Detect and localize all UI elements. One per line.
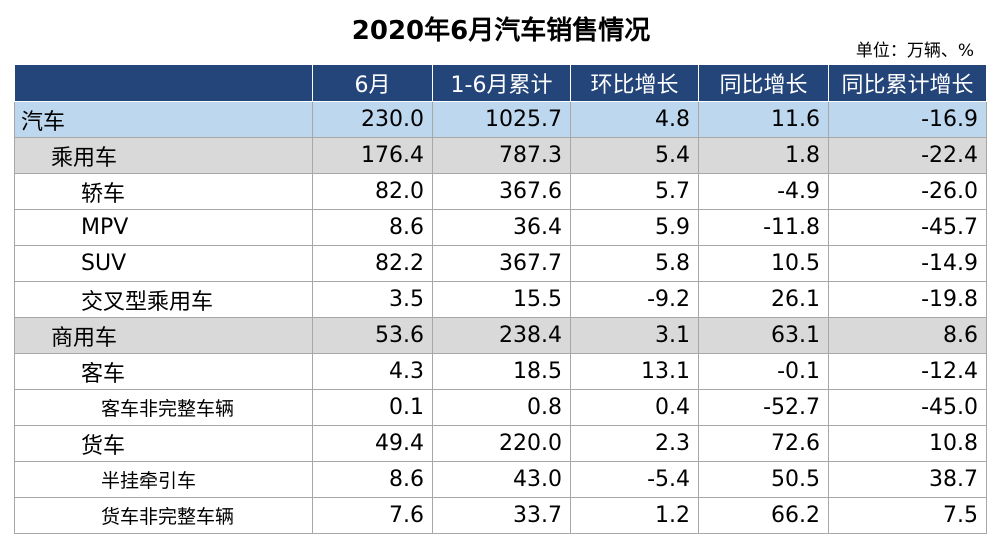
table-cell: 2.3 [570, 425, 699, 462]
row-label: 货车非完整车辆 [14, 497, 313, 534]
unit-note: 单位：万辆、% [855, 41, 974, 61]
table-cell: 7.6 [312, 497, 433, 534]
table-cell: -11.8 [698, 209, 829, 246]
table-cell: 53.6 [312, 317, 433, 354]
table-cell: 176.4 [312, 137, 433, 174]
table-cell: 238.4 [432, 317, 571, 354]
table-cell: -45.7 [828, 209, 987, 246]
table-cell: 38.7 [828, 461, 987, 498]
table-cell: -26.0 [828, 173, 987, 210]
header-cell-ytd: 1-6月累计 [432, 64, 571, 102]
table-cell: 0.1 [312, 389, 433, 426]
table-cell: 4.8 [570, 101, 699, 138]
table-cell: 8.6 [828, 317, 987, 354]
table-cell: 1.2 [570, 497, 699, 534]
table-cell: 0.8 [432, 389, 571, 426]
table-cell: 18.5 [432, 353, 571, 390]
table-row: SUV 82.2 367.7 5.8 10.5 -14.9 [14, 245, 987, 282]
table-cell: -0.1 [698, 353, 829, 390]
table-cell: 5.4 [570, 137, 699, 174]
table-cell: -16.9 [828, 101, 987, 138]
table-cell: 7.5 [828, 497, 987, 534]
table-cell: 63.1 [698, 317, 829, 354]
row-label: 轿车 [14, 173, 313, 210]
table-cell: -4.9 [698, 173, 829, 210]
table-cell: 13.1 [570, 353, 699, 390]
table-cell: -14.9 [828, 245, 987, 282]
row-label: 商用车 [14, 317, 313, 354]
header-cell-june: 6月 [312, 64, 433, 102]
row-label: 货车 [14, 425, 313, 462]
table-cell: -22.4 [828, 137, 987, 174]
table-header-row: 6月 1-6月累计 环比增长 同比增长 同比累计增长 [14, 64, 987, 102]
table-cell: 1025.7 [432, 101, 571, 138]
table-cell: 36.4 [432, 209, 571, 246]
table-cell: 15.5 [432, 281, 571, 318]
table-cell: 1.8 [698, 137, 829, 174]
row-label: MPV [14, 209, 313, 246]
table-row: 乘用车 176.4 787.3 5.4 1.8 -22.4 [14, 137, 987, 174]
table-cell: 43.0 [432, 461, 571, 498]
table-cell: 66.2 [698, 497, 829, 534]
table-row: 汽车 230.0 1025.7 4.8 11.6 -16.9 [14, 101, 987, 138]
header-cell-yoy: 同比增长 [698, 64, 829, 102]
table-cell: -12.4 [828, 353, 987, 390]
header-cell-ytd-yoy: 同比累计增长 [828, 64, 987, 102]
table-cell: 82.2 [312, 245, 433, 282]
table-cell: 11.6 [698, 101, 829, 138]
header-cell-mom: 环比增长 [570, 64, 699, 102]
table-cell: 82.0 [312, 173, 433, 210]
table-cell: 33.7 [432, 497, 571, 534]
header-cell-name [14, 64, 313, 102]
table-cell: 4.3 [312, 353, 433, 390]
table-cell: 367.6 [432, 173, 571, 210]
table-cell: 5.9 [570, 209, 699, 246]
row-label: 客车 [14, 353, 313, 390]
table-cell: 26.1 [698, 281, 829, 318]
page-title: 2020年6月汽车销售情况 [351, 16, 651, 46]
table-cell: 72.6 [698, 425, 829, 462]
table-cell: 10.8 [828, 425, 987, 462]
table-cell: 3.1 [570, 317, 699, 354]
table-row: 货车非完整车辆 7.6 33.7 1.2 66.2 7.5 [14, 497, 987, 534]
table-cell: 787.3 [432, 137, 571, 174]
table-row: 轿车 82.0 367.6 5.7 -4.9 -26.0 [14, 173, 987, 210]
table-cell: 3.5 [312, 281, 433, 318]
table-cell: -52.7 [698, 389, 829, 426]
table-cell: 8.6 [312, 209, 433, 246]
table-row: MPV 8.6 36.4 5.9 -11.8 -45.7 [14, 209, 987, 246]
table-cell: 49.4 [312, 425, 433, 462]
table-cell: -45.0 [828, 389, 987, 426]
row-label: 汽车 [14, 101, 313, 138]
table-row: 客车非完整车辆 0.1 0.8 0.4 -52.7 -45.0 [14, 389, 987, 426]
table-row: 客车 4.3 18.5 13.1 -0.1 -12.4 [14, 353, 987, 390]
row-label: 客车非完整车辆 [14, 389, 313, 426]
table-cell: -9.2 [570, 281, 699, 318]
row-label: 交叉型乘用车 [14, 281, 313, 318]
row-label: 乘用车 [14, 137, 313, 174]
table-cell: 8.6 [312, 461, 433, 498]
table-row: 商用车 53.6 238.4 3.1 63.1 8.6 [14, 317, 987, 354]
table-cell: 367.7 [432, 245, 571, 282]
table-cell: 10.5 [698, 245, 829, 282]
row-label: 半挂牵引车 [14, 461, 313, 498]
table-cell: 50.5 [698, 461, 829, 498]
table-row: 交叉型乘用车 3.5 15.5 -9.2 26.1 -19.8 [14, 281, 987, 318]
table-cell: 5.7 [570, 173, 699, 210]
table-row: 半挂牵引车 8.6 43.0 -5.4 50.5 38.7 [14, 461, 987, 498]
row-label: SUV [14, 245, 313, 282]
table-row: 货车 49.4 220.0 2.3 72.6 10.8 [14, 425, 987, 462]
table-cell: -19.8 [828, 281, 987, 318]
table-cell: 230.0 [312, 101, 433, 138]
table-cell: 5.8 [570, 245, 699, 282]
table-cell: -5.4 [570, 461, 699, 498]
table-cell: 0.4 [570, 389, 699, 426]
table-cell: 220.0 [432, 425, 571, 462]
sales-table: 6月 1-6月累计 环比增长 同比增长 同比累计增长 汽车 230.0 1025.7… [14, 64, 987, 534]
